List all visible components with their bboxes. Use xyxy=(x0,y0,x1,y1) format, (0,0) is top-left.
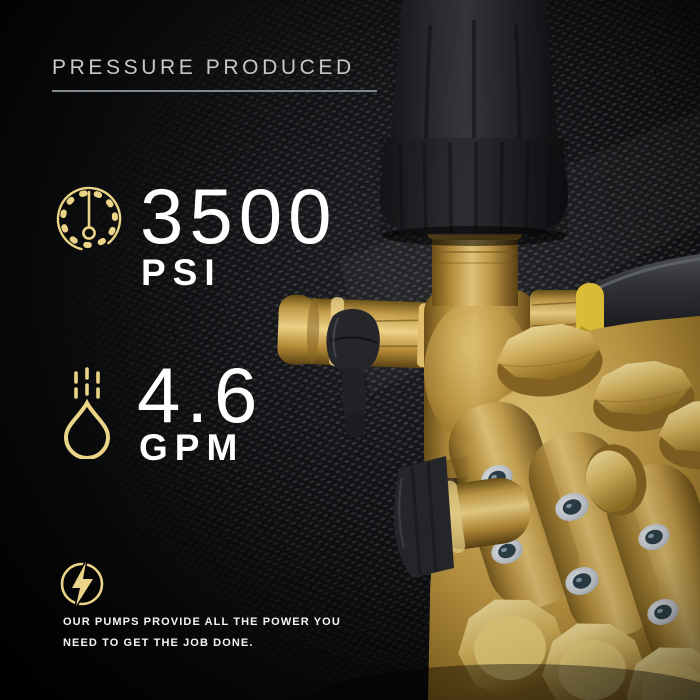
gpm-value: 4.6 xyxy=(137,351,264,439)
section-title: PRESSURE PRODUCED xyxy=(52,56,355,79)
lightning-icon xyxy=(60,561,104,607)
tagline-line-1: OUR PUMPS PROVIDE ALL THE POWER YOU xyxy=(63,616,341,628)
psi-unit: PSI xyxy=(141,252,222,293)
tagline-line-2: NEED TO GET THE JOB DONE. xyxy=(63,637,254,649)
psi-value: 3500 xyxy=(140,172,338,260)
gpm-unit: GPM xyxy=(139,427,245,468)
title-underline xyxy=(52,90,377,92)
water-flow-icon xyxy=(63,367,111,459)
gauge-icon xyxy=(56,186,122,252)
footer-tagline: OUR PUMPS PROVIDE ALL THE POWER YOU NEED… xyxy=(63,612,343,654)
